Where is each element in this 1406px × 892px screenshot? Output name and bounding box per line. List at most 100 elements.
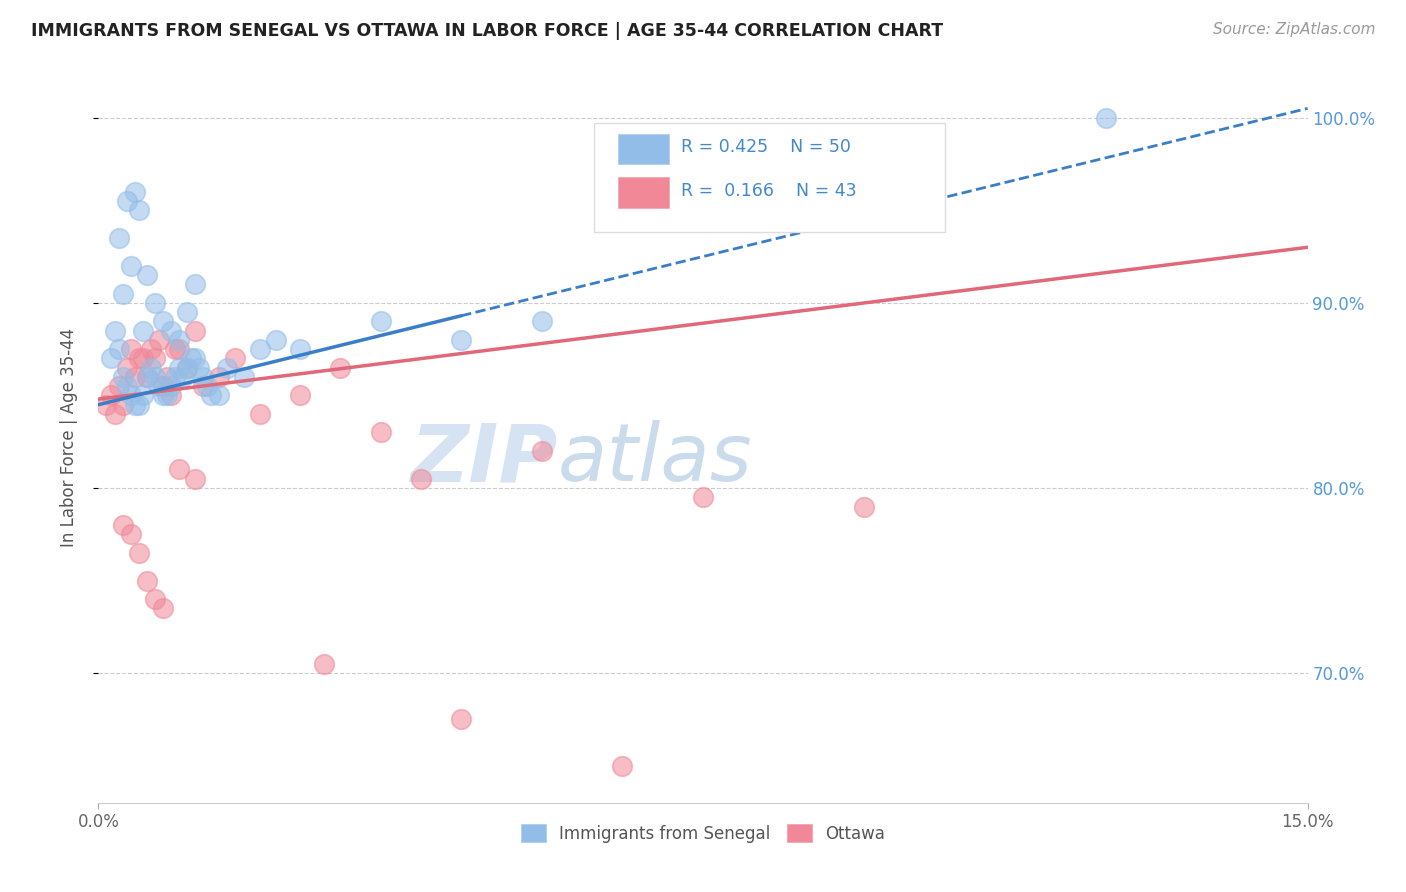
- Point: [176, 360, 198, 375]
- Y-axis label: In Labor Force | Age 35-44: In Labor Force | Age 35-44: [59, 327, 77, 547]
- Point: [107, 379, 129, 393]
- Point: [143, 295, 166, 310]
- Point: [180, 351, 202, 366]
- Point: [107, 342, 129, 356]
- Point: [224, 351, 246, 366]
- Point: [163, 370, 186, 384]
- Point: [184, 351, 207, 366]
- Point: [143, 592, 166, 607]
- Point: [692, 490, 714, 504]
- Point: [143, 370, 166, 384]
- Point: [120, 388, 142, 402]
- Point: [853, 500, 876, 514]
- Point: [530, 444, 553, 458]
- Point: [217, 360, 239, 375]
- Point: [288, 388, 311, 402]
- Point: [1095, 111, 1118, 125]
- Point: [132, 351, 155, 366]
- Point: [139, 342, 162, 356]
- Point: [193, 370, 215, 384]
- FancyBboxPatch shape: [619, 178, 669, 208]
- Point: [530, 314, 553, 328]
- Point: [96, 398, 118, 412]
- Point: [115, 194, 138, 208]
- Point: [232, 370, 254, 384]
- Point: [115, 360, 138, 375]
- Text: R = 0.425    N = 50: R = 0.425 N = 50: [682, 137, 851, 156]
- Text: ZIP: ZIP: [411, 420, 558, 498]
- Point: [172, 370, 194, 384]
- Point: [193, 379, 215, 393]
- Point: [143, 351, 166, 366]
- Point: [124, 398, 146, 412]
- Point: [184, 277, 207, 292]
- Point: [156, 388, 179, 402]
- Point: [167, 342, 190, 356]
- Point: [100, 351, 122, 366]
- Point: [148, 379, 170, 393]
- Point: [264, 333, 287, 347]
- Text: Source: ZipAtlas.com: Source: ZipAtlas.com: [1212, 22, 1375, 37]
- Point: [128, 351, 150, 366]
- Point: [288, 342, 311, 356]
- Point: [188, 360, 211, 375]
- Point: [163, 342, 186, 356]
- Point: [184, 324, 207, 338]
- Point: [249, 342, 271, 356]
- Point: [111, 398, 134, 412]
- Point: [103, 407, 125, 421]
- Point: [195, 379, 218, 393]
- Point: [120, 342, 142, 356]
- Point: [128, 398, 150, 412]
- Point: [450, 713, 472, 727]
- Point: [208, 388, 231, 402]
- Point: [208, 370, 231, 384]
- Point: [409, 472, 432, 486]
- Point: [160, 388, 183, 402]
- Text: atlas: atlas: [558, 420, 752, 498]
- FancyBboxPatch shape: [595, 122, 945, 232]
- Point: [176, 305, 198, 319]
- Point: [124, 185, 146, 199]
- Point: [115, 379, 138, 393]
- FancyBboxPatch shape: [619, 134, 669, 164]
- Point: [128, 203, 150, 218]
- Point: [124, 370, 146, 384]
- Point: [152, 379, 174, 393]
- Point: [135, 370, 157, 384]
- Point: [128, 546, 150, 560]
- Point: [132, 388, 155, 402]
- Point: [148, 333, 170, 347]
- Point: [120, 527, 142, 541]
- Point: [103, 324, 125, 338]
- Point: [111, 286, 134, 301]
- Point: [120, 259, 142, 273]
- Point: [249, 407, 271, 421]
- Point: [111, 370, 134, 384]
- Point: [107, 231, 129, 245]
- Point: [200, 388, 222, 402]
- Point: [160, 379, 183, 393]
- Point: [167, 360, 190, 375]
- Point: [100, 388, 122, 402]
- Point: [132, 324, 155, 338]
- Point: [111, 518, 134, 533]
- Point: [370, 314, 392, 328]
- Point: [135, 370, 157, 384]
- Point: [152, 314, 174, 328]
- Point: [152, 601, 174, 615]
- Point: [314, 657, 336, 671]
- Point: [139, 360, 162, 375]
- Point: [450, 333, 472, 347]
- Point: [152, 388, 174, 402]
- Text: IMMIGRANTS FROM SENEGAL VS OTTAWA IN LABOR FORCE | AGE 35-44 CORRELATION CHART: IMMIGRANTS FROM SENEGAL VS OTTAWA IN LAB…: [31, 22, 943, 40]
- Point: [167, 333, 190, 347]
- Point: [160, 324, 183, 338]
- Point: [176, 360, 198, 375]
- Text: R =  0.166    N = 43: R = 0.166 N = 43: [682, 182, 856, 200]
- Legend: Immigrants from Senegal, Ottawa: Immigrants from Senegal, Ottawa: [515, 818, 891, 849]
- Point: [156, 370, 179, 384]
- Point: [184, 472, 207, 486]
- Point: [135, 574, 157, 588]
- Point: [329, 360, 352, 375]
